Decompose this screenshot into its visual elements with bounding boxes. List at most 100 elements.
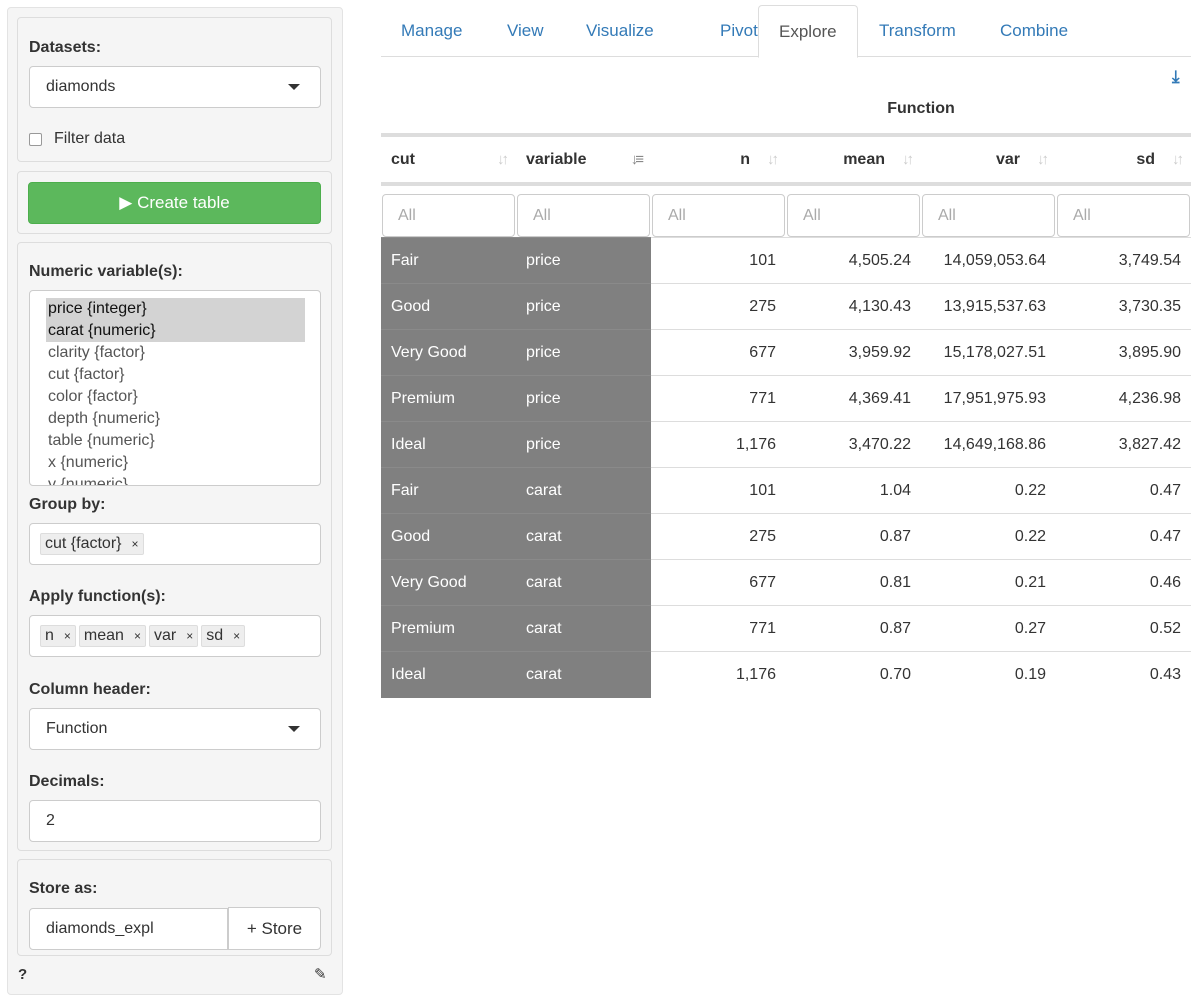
cell-cut: Premium (381, 605, 516, 652)
column-header-select[interactable]: Function (29, 708, 321, 750)
store-name-value: diamonds_expl (46, 920, 154, 937)
cell-variable: price (516, 283, 651, 330)
column-header-variable[interactable]: variable ↓≡ (516, 133, 651, 186)
dataset-select[interactable]: diamonds (29, 66, 321, 108)
tab-bar: Manage View Visualize Pivot Explore Transform… (381, 5, 1191, 58)
table-row: Ideal price 1,176 3,470.22 14,649,168.86 3,82… (381, 421, 1191, 468)
decimals-label: Decimals: (29, 773, 105, 790)
column-header-mean[interactable]: mean ↓↑ (786, 133, 921, 186)
cell-variable: carat (516, 467, 651, 514)
tab-transform[interactable]: Transform (879, 21, 956, 40)
sort-desc-icon[interactable]: ↓≡ (630, 151, 644, 168)
remove-icon[interactable]: × (131, 537, 139, 551)
chevron-down-icon (288, 726, 300, 732)
cell-mean: 4,369.41 (786, 375, 921, 422)
filter-input-n[interactable]: All (652, 194, 785, 237)
column-label: variable (526, 150, 587, 168)
column-header-n[interactable]: n ↓↑ (651, 133, 786, 186)
filter-input-variable[interactable]: All (517, 194, 650, 237)
filter-input-sd[interactable]: All (1057, 194, 1190, 237)
numeric-option[interactable]: price {integer} (46, 298, 305, 320)
checkbox-icon (29, 132, 42, 146)
filter-input-mean[interactable]: All (787, 194, 920, 237)
group-by-input[interactable]: cut {factor} × (29, 523, 321, 565)
dataset-panel: Datasets: diamonds Filter data (17, 17, 332, 162)
numeric-variables-label: Numeric variable(s): (29, 263, 183, 280)
sort-icon[interactable]: ↓↑ (1037, 151, 1049, 168)
group-by-label: Group by: (29, 496, 106, 513)
tab-pivot[interactable]: Pivot (720, 21, 758, 40)
column-group-header: Function (887, 100, 955, 117)
numeric-option[interactable]: depth {numeric} (48, 410, 161, 427)
remove-icon[interactable]: × (233, 629, 241, 643)
remove-icon[interactable]: × (63, 629, 71, 643)
column-header-cut[interactable]: cut ↓↑ (381, 133, 516, 186)
filter-input-cut[interactable]: All (382, 194, 515, 237)
cell-mean: 3,959.92 (786, 329, 921, 376)
chip-label: var (153, 627, 177, 644)
edit-report-icon[interactable]: ✎ (314, 966, 327, 983)
column-label: sd (1136, 150, 1155, 168)
cell-variable: price (516, 237, 651, 284)
create-panel: ▶ Create table (17, 171, 332, 234)
numeric-option[interactable]: y {numeric} (48, 476, 129, 486)
datasets-label: Datasets: (29, 39, 102, 56)
decimals-input[interactable]: 2 (29, 800, 321, 842)
cell-variable: carat (516, 513, 651, 560)
filter-data-label: Filter data (54, 130, 126, 147)
cell-mean: 0.81 (786, 559, 921, 606)
remove-icon[interactable]: × (186, 629, 194, 643)
filter-data-checkbox[interactable]: Filter data (29, 130, 125, 148)
cell-sd: 3,895.90 (1056, 329, 1191, 376)
create-table-button[interactable]: ▶ Create table (28, 182, 321, 224)
numeric-option[interactable]: clarity {factor} (48, 344, 145, 361)
tab-visualize[interactable]: Visualize (586, 21, 654, 40)
sort-icon[interactable]: ↓↑ (1172, 151, 1184, 168)
apply-functions-input[interactable]: n × mean × var × sd × (29, 615, 321, 657)
tab-combine[interactable]: Combine (1000, 21, 1069, 40)
cell-variable: carat (516, 559, 651, 606)
cell-sd: 0.52 (1056, 605, 1191, 652)
cell-var: 0.22 (921, 513, 1056, 560)
cell-cut: Very Good (381, 559, 516, 606)
filter-input-var[interactable]: All (922, 194, 1055, 237)
cell-var: 0.27 (921, 605, 1056, 652)
column-header-label: Column header: (29, 681, 151, 698)
numeric-variables-select[interactable]: price {integer} carat {numeric} clarity {f… (29, 290, 321, 486)
cell-n: 275 (651, 513, 786, 560)
table-row: Ideal carat 1,176 0.70 0.19 0.43 (381, 651, 1191, 698)
column-header-sd[interactable]: sd ↓↑ (1056, 133, 1191, 186)
numeric-option[interactable]: cut {factor} (48, 366, 125, 383)
tab-manage[interactable]: Manage (401, 21, 463, 40)
cell-sd: 3,730.35 (1056, 283, 1191, 330)
tab-explore[interactable]: Explore (758, 5, 858, 58)
store-name-input[interactable]: diamonds_expl (29, 908, 228, 950)
sort-icon[interactable]: ↓↑ (902, 151, 914, 168)
cell-variable: price (516, 375, 651, 422)
cell-n: 1,176 (651, 651, 786, 698)
cell-sd: 3,749.54 (1056, 237, 1191, 284)
cell-cut: Good (381, 283, 516, 330)
numeric-option[interactable]: table {numeric} (48, 432, 155, 449)
cell-n: 101 (651, 237, 786, 284)
sort-icon[interactable]: ↓↑ (767, 151, 779, 168)
cell-sd: 3,827.42 (1056, 421, 1191, 468)
tab-view[interactable]: View (507, 21, 544, 40)
chip-mean: mean × (78, 625, 146, 647)
cell-var: 15,178,027.51 (921, 329, 1056, 376)
numeric-option[interactable]: x {numeric} (48, 454, 129, 471)
cell-n: 771 (651, 375, 786, 422)
numeric-option[interactable]: carat {numeric} (46, 320, 305, 342)
sort-icon[interactable]: ↓↑ (497, 151, 509, 168)
store-button[interactable]: + Store (228, 907, 321, 950)
download-icon[interactable]: ⤓ (1172, 67, 1180, 86)
column-header-var[interactable]: var ↓↑ (921, 133, 1056, 186)
help-icon[interactable]: ? (18, 966, 28, 983)
cell-mean: 0.70 (786, 651, 921, 698)
chip-label: mean (83, 627, 124, 644)
chip-n: n × (40, 625, 76, 647)
numeric-option[interactable]: color {factor} (48, 388, 138, 405)
remove-icon[interactable]: × (133, 629, 141, 643)
chip-label: n (45, 627, 54, 644)
cell-n: 771 (651, 605, 786, 652)
